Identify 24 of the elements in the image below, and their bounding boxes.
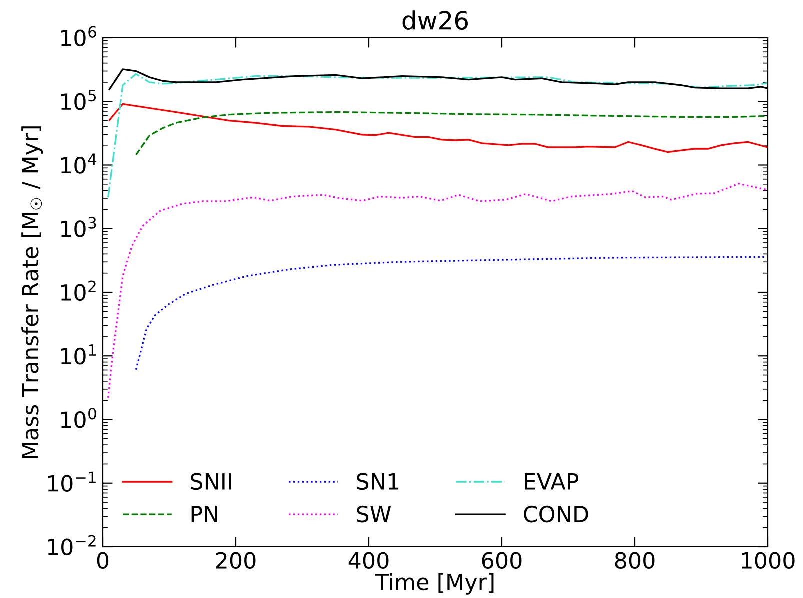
legend-label: EVAP bbox=[525, 474, 578, 490]
legend-label: PN bbox=[192, 506, 218, 522]
x-tick-label: 1000 bbox=[742, 552, 795, 570]
legend-label: SNII bbox=[191, 473, 232, 490]
y-tick-label: 10$^{−1}$ bbox=[48, 472, 96, 492]
legend-label: SW bbox=[357, 506, 392, 523]
y-axis-title: Mass Transfer Rate [M$_{☉}$ / Myr] bbox=[22, 126, 44, 458]
x-tick-label: 800 bbox=[615, 552, 655, 570]
y-tick-label: 10$^{2}$ bbox=[61, 280, 96, 302]
x-tick-label: 0 bbox=[97, 552, 109, 570]
y-tick-label: 10$^{−2}$ bbox=[48, 535, 96, 556]
y-tick-label: 10$^{0}$ bbox=[61, 408, 96, 428]
legend-label: SN1 bbox=[357, 473, 399, 490]
x-tick-label: 600 bbox=[482, 552, 522, 570]
x-axis-title: Time [Myr] bbox=[375, 573, 494, 595]
y-tick-label: 10$^{3}$ bbox=[61, 217, 96, 238]
y-tick-label: 10$^{4}$ bbox=[61, 154, 97, 174]
x-tick-label: 200 bbox=[216, 552, 256, 570]
y-tick-label: 10$^{5}$ bbox=[61, 90, 96, 110]
x-tick-label: 400 bbox=[348, 552, 389, 570]
chart-title: dw26 bbox=[402, 10, 468, 30]
legend-label: COND bbox=[524, 506, 588, 523]
y-tick-label: 10$^{6}$ bbox=[61, 26, 96, 47]
y-tick-label: 10$^{1}$ bbox=[61, 344, 96, 365]
